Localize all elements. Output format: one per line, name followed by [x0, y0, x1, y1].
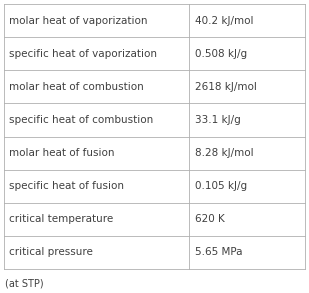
- Text: molar heat of combustion: molar heat of combustion: [9, 82, 144, 92]
- Text: 0.105 kJ/g: 0.105 kJ/g: [195, 181, 247, 191]
- Text: 5.65 MPa: 5.65 MPa: [195, 247, 243, 258]
- Text: 40.2 kJ/mol: 40.2 kJ/mol: [195, 16, 254, 25]
- Text: critical temperature: critical temperature: [9, 214, 113, 224]
- Text: 8.28 kJ/mol: 8.28 kJ/mol: [195, 148, 254, 158]
- Text: molar heat of vaporization: molar heat of vaporization: [9, 16, 147, 25]
- Text: 33.1 kJ/g: 33.1 kJ/g: [195, 115, 241, 125]
- Text: (at STP): (at STP): [5, 278, 44, 288]
- Text: specific heat of fusion: specific heat of fusion: [9, 181, 124, 191]
- Text: specific heat of combustion: specific heat of combustion: [9, 115, 153, 125]
- Text: 0.508 kJ/g: 0.508 kJ/g: [195, 49, 247, 59]
- Text: specific heat of vaporization: specific heat of vaporization: [9, 49, 157, 59]
- Text: molar heat of fusion: molar heat of fusion: [9, 148, 115, 158]
- Text: 2618 kJ/mol: 2618 kJ/mol: [195, 82, 257, 92]
- Text: 620 K: 620 K: [195, 214, 225, 224]
- Text: critical pressure: critical pressure: [9, 247, 93, 258]
